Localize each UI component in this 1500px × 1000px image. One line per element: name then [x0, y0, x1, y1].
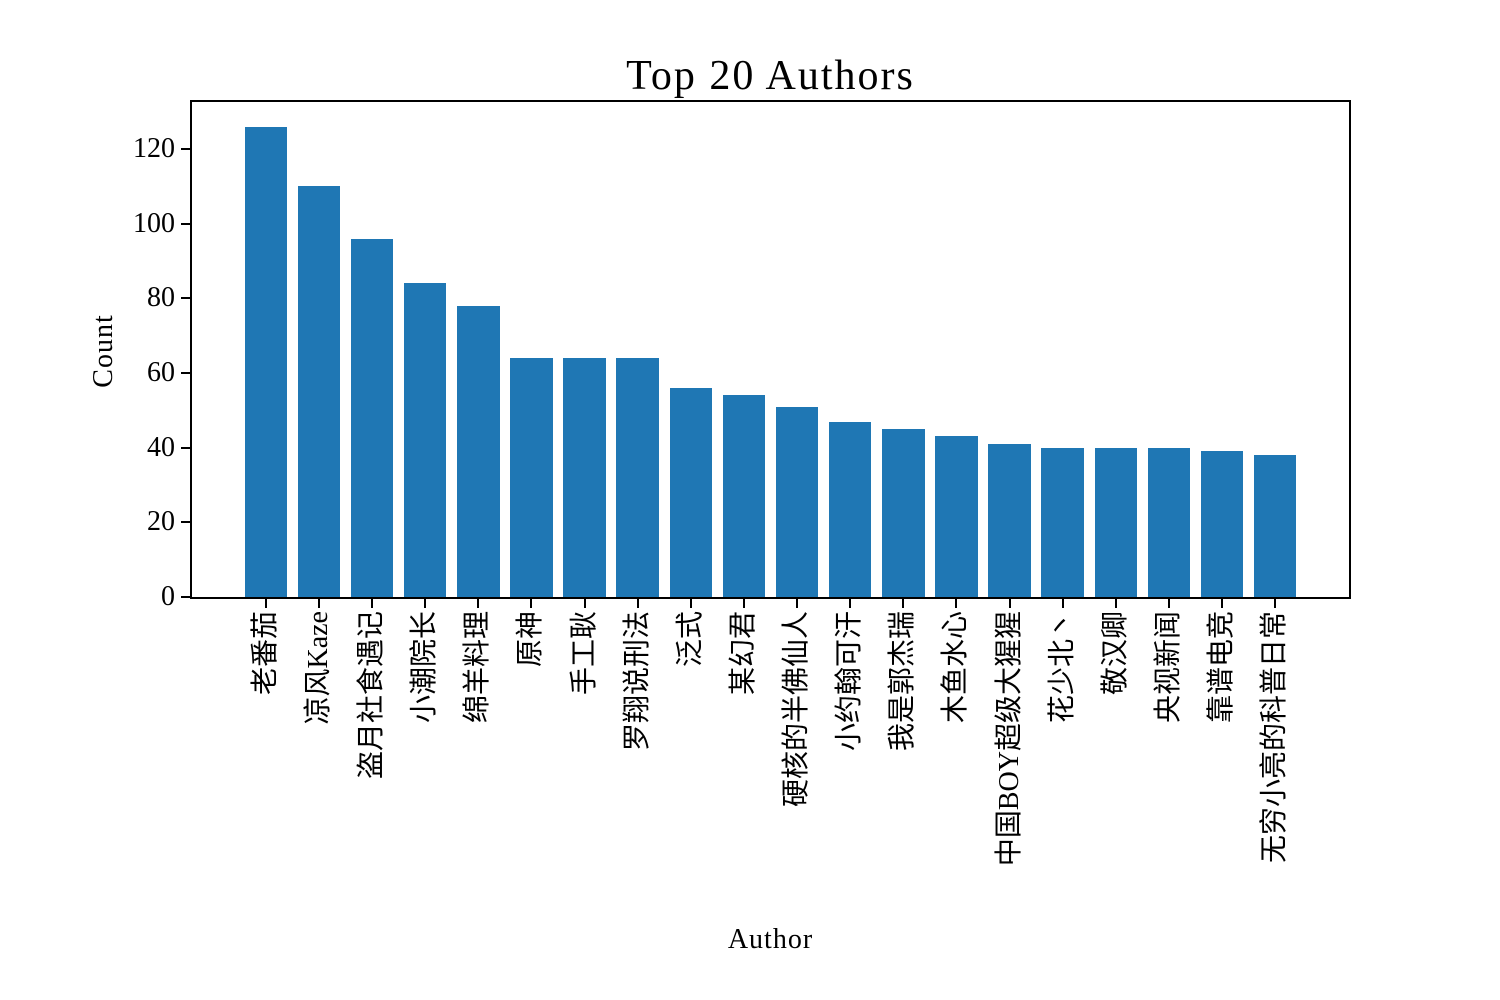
plot-area [190, 100, 1351, 599]
y-tick-label: 40 [147, 431, 175, 463]
bar [1094, 447, 1138, 597]
x-tick-label: 凉风Kaze [302, 611, 334, 725]
x-tick-mark [849, 599, 852, 608]
bar [1200, 451, 1244, 597]
x-tick-mark [1114, 599, 1117, 608]
x-tick-label: 老番茄 [249, 611, 281, 696]
bar [563, 358, 606, 597]
bar [828, 421, 872, 597]
x-tick-label: 我是郭杰瑞 [887, 611, 919, 752]
x-tick-mark [477, 599, 480, 608]
y-tick-mark [181, 297, 190, 300]
x-tick-mark [636, 599, 639, 608]
bar [244, 126, 288, 597]
x-tick-label: 中国BOY超级大猩猩 [993, 611, 1025, 867]
x-tick-mark [1061, 599, 1064, 608]
x-tick-mark [530, 599, 533, 608]
y-tick-mark [181, 596, 190, 598]
bar [775, 406, 819, 597]
bar [616, 358, 659, 597]
x-tick-label: 敬汉卿 [1099, 611, 1131, 696]
x-axis-label: Author [727, 924, 814, 955]
x-tick-mark [424, 599, 427, 608]
bar [1147, 447, 1191, 597]
x-tick-mark [742, 599, 745, 608]
x-tick-mark [583, 599, 586, 608]
y-tick-label: 0 [161, 581, 175, 612]
bar [988, 443, 1031, 597]
x-tick-mark [689, 599, 692, 608]
bar [1041, 447, 1084, 597]
bar [350, 238, 394, 597]
y-tick-label: 20 [147, 506, 175, 538]
x-tick-label: 木鱼水心 [940, 611, 972, 724]
x-tick-label: 小约翰可汗 [834, 611, 866, 752]
chart-title: Top 20 Authors [626, 53, 915, 99]
x-tick-label: 泛式 [674, 611, 706, 668]
x-tick-label: 原神 [515, 611, 547, 668]
bar [297, 186, 341, 597]
x-tick-label: 绵羊料理 [462, 611, 494, 724]
x-tick-label: 某幻君 [727, 611, 759, 696]
x-tick-mark [371, 599, 374, 608]
y-tick-label: 60 [147, 357, 175, 389]
y-tick-mark [181, 521, 190, 524]
x-tick-label: 央视新闻 [1152, 611, 1184, 724]
x-tick-mark [1221, 599, 1224, 608]
x-tick-mark [902, 599, 905, 608]
bar [457, 305, 500, 597]
x-tick-mark [1167, 599, 1170, 608]
x-tick-mark [796, 599, 799, 608]
y-tick-label: 120 [133, 133, 175, 165]
bar [1253, 455, 1297, 597]
x-tick-mark [1274, 599, 1277, 608]
x-tick-label: 硬核的半佛仙人 [781, 611, 813, 808]
bar [935, 436, 978, 597]
bar [403, 283, 447, 597]
y-tick-mark [181, 148, 190, 151]
x-tick-mark [317, 599, 320, 608]
y-tick-mark [181, 372, 190, 375]
x-tick-label: 罗翔说刑法 [621, 611, 653, 752]
x-tick-label: 盗月社食遇记 [356, 611, 388, 780]
x-tick-label: 手工耿 [568, 611, 600, 696]
x-tick-label: 花少北丶 [1046, 611, 1078, 724]
x-tick-mark [264, 599, 267, 608]
x-tick-label: 无穷小亮的科普日常 [1259, 611, 1291, 864]
bar [882, 429, 925, 597]
y-tick-label: 80 [147, 282, 175, 314]
y-tick-mark [181, 222, 190, 225]
y-tick-label: 100 [133, 207, 175, 239]
x-tick-label: 小潮院长 [409, 611, 441, 724]
x-tick-mark [955, 599, 958, 608]
y-tick-mark [181, 446, 190, 449]
x-tick-label: 靠谱电竞 [1206, 611, 1238, 724]
bar [722, 395, 766, 597]
x-tick-mark [1008, 599, 1011, 608]
bar [510, 358, 553, 597]
bar [669, 387, 713, 597]
